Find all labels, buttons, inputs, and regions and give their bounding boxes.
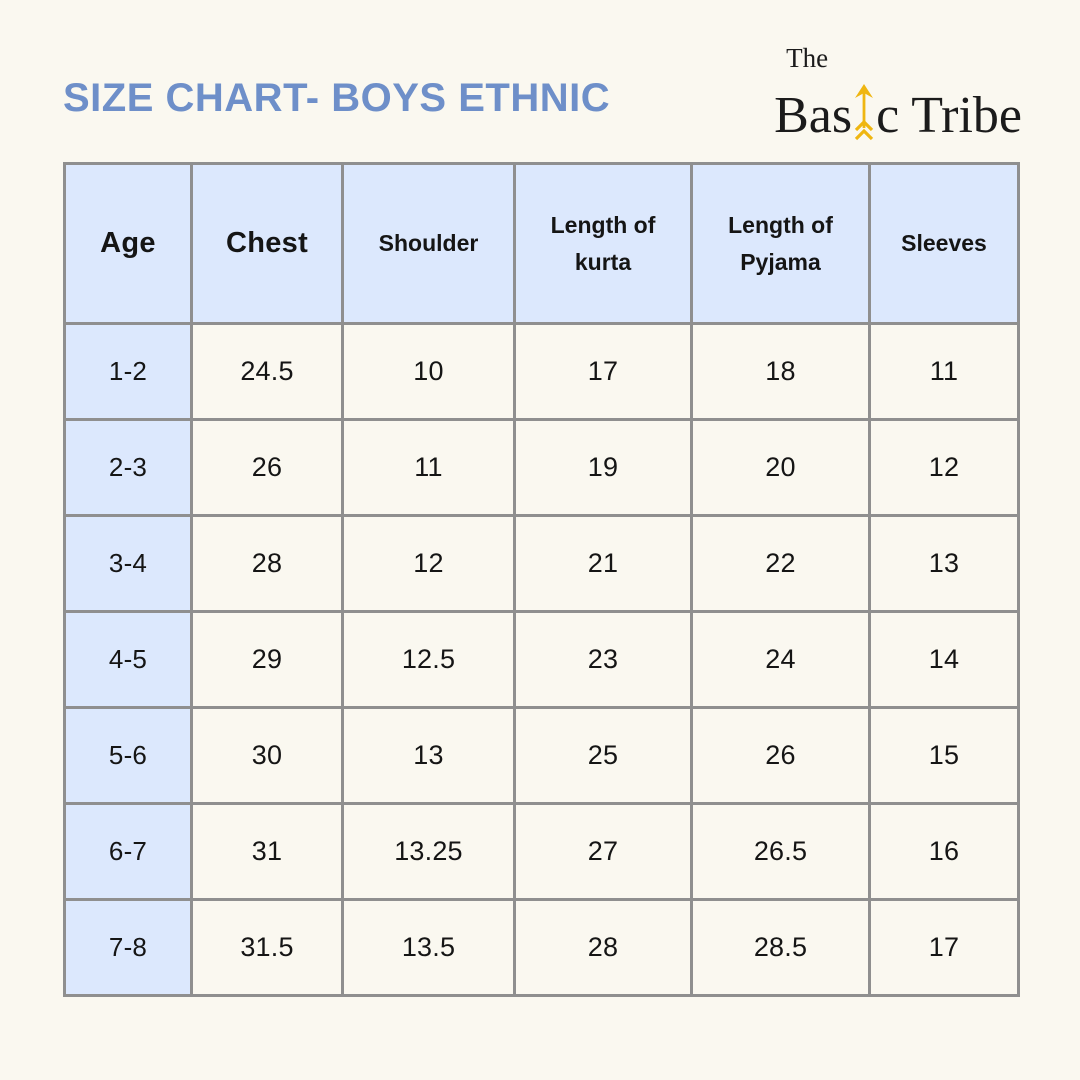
column-header-chest: Chest	[190, 162, 344, 325]
age-cell: 5-6	[63, 706, 193, 805]
age-cell: 2-3	[63, 418, 193, 517]
kurta-length-cell: 27	[513, 802, 693, 901]
sleeves-cell: 12	[868, 418, 1020, 517]
pyjama-length-cell: 28.5	[690, 898, 871, 997]
kurta-length-cell: 19	[513, 418, 693, 517]
chest-cell: 28	[190, 514, 344, 613]
shoulder-cell: 11	[341, 418, 516, 517]
age-cell: 7-8	[63, 898, 193, 997]
column-header-age: Age	[63, 162, 193, 325]
shoulder-cell: 12	[341, 514, 516, 613]
pyjama-length-cell: 18	[690, 322, 871, 421]
page-title: SIZE CHART- BOYS ETHNIC	[63, 76, 611, 120]
sleeves-cell: 15	[868, 706, 1020, 805]
kurta-length-cell: 21	[513, 514, 693, 613]
table-row: 4-5 29 12.5 23 24 14	[63, 610, 1020, 709]
column-header-length-of-pyjama: Length of Pyjama	[690, 162, 871, 325]
sleeves-cell: 14	[868, 610, 1020, 709]
chest-cell: 30	[190, 706, 344, 805]
logo-text-part1: Bas	[774, 87, 853, 144]
chest-cell: 29	[190, 610, 344, 709]
kurta-length-cell: 17	[513, 322, 693, 421]
table-row: 3-4 28 12 21 22 13	[63, 514, 1020, 613]
table-row: 6-7 31 13.25 27 26.5 16	[63, 802, 1020, 901]
shoulder-cell: 12.5	[341, 610, 516, 709]
table-row: 5-6 30 13 25 26 15	[63, 706, 1020, 805]
chest-cell: 26	[190, 418, 344, 517]
shoulder-cell: 13.25	[341, 802, 516, 901]
chest-cell: 31	[190, 802, 344, 901]
up-arrow-icon	[853, 84, 875, 142]
logo-the-text: The	[786, 43, 829, 73]
pyjama-length-cell: 26	[690, 706, 871, 805]
sleeves-cell: 16	[868, 802, 1020, 901]
shoulder-cell: 13	[341, 706, 516, 805]
age-cell: 6-7	[63, 802, 193, 901]
pyjama-length-cell: 22	[690, 514, 871, 613]
chest-cell: 24.5	[190, 322, 344, 421]
kurta-length-cell: 23	[513, 610, 693, 709]
age-cell: 4-5	[63, 610, 193, 709]
column-header-length-of-kurta: Length of kurta	[513, 162, 693, 325]
column-header-shoulder: Shoulder	[341, 162, 516, 325]
shoulder-cell: 13.5	[341, 898, 516, 997]
kurta-length-cell: 28	[513, 898, 693, 997]
column-header-sleeves: Sleeves	[868, 162, 1020, 325]
table-row: 1-2 24.5 10 17 18 11	[63, 322, 1020, 421]
table-row: 2-3 26 11 19 20 12	[63, 418, 1020, 517]
age-cell: 3-4	[63, 514, 193, 613]
table-row: 7-8 31.5 13.5 28 28.5 17	[63, 898, 1020, 997]
sleeves-cell: 13	[868, 514, 1020, 613]
pyjama-length-cell: 26.5	[690, 802, 871, 901]
logo-main-text: Bas c Tribe	[774, 74, 1022, 142]
logo-text-part2: c Tribe	[876, 87, 1022, 144]
size-chart-table: Age Chest Shoulder Length of kurta Lengt…	[63, 162, 1020, 997]
kurta-length-cell: 25	[513, 706, 693, 805]
shoulder-cell: 10	[341, 322, 516, 421]
pyjama-length-cell: 24	[690, 610, 871, 709]
sleeves-cell: 11	[868, 322, 1020, 421]
chest-cell: 31.5	[190, 898, 344, 997]
table-header-row: Age Chest Shoulder Length of kurta Lengt…	[63, 162, 1020, 325]
brand-logo: The Bas c Tribe	[774, 45, 1022, 142]
pyjama-length-cell: 20	[690, 418, 871, 517]
age-cell: 1-2	[63, 322, 193, 421]
sleeves-cell: 17	[868, 898, 1020, 997]
